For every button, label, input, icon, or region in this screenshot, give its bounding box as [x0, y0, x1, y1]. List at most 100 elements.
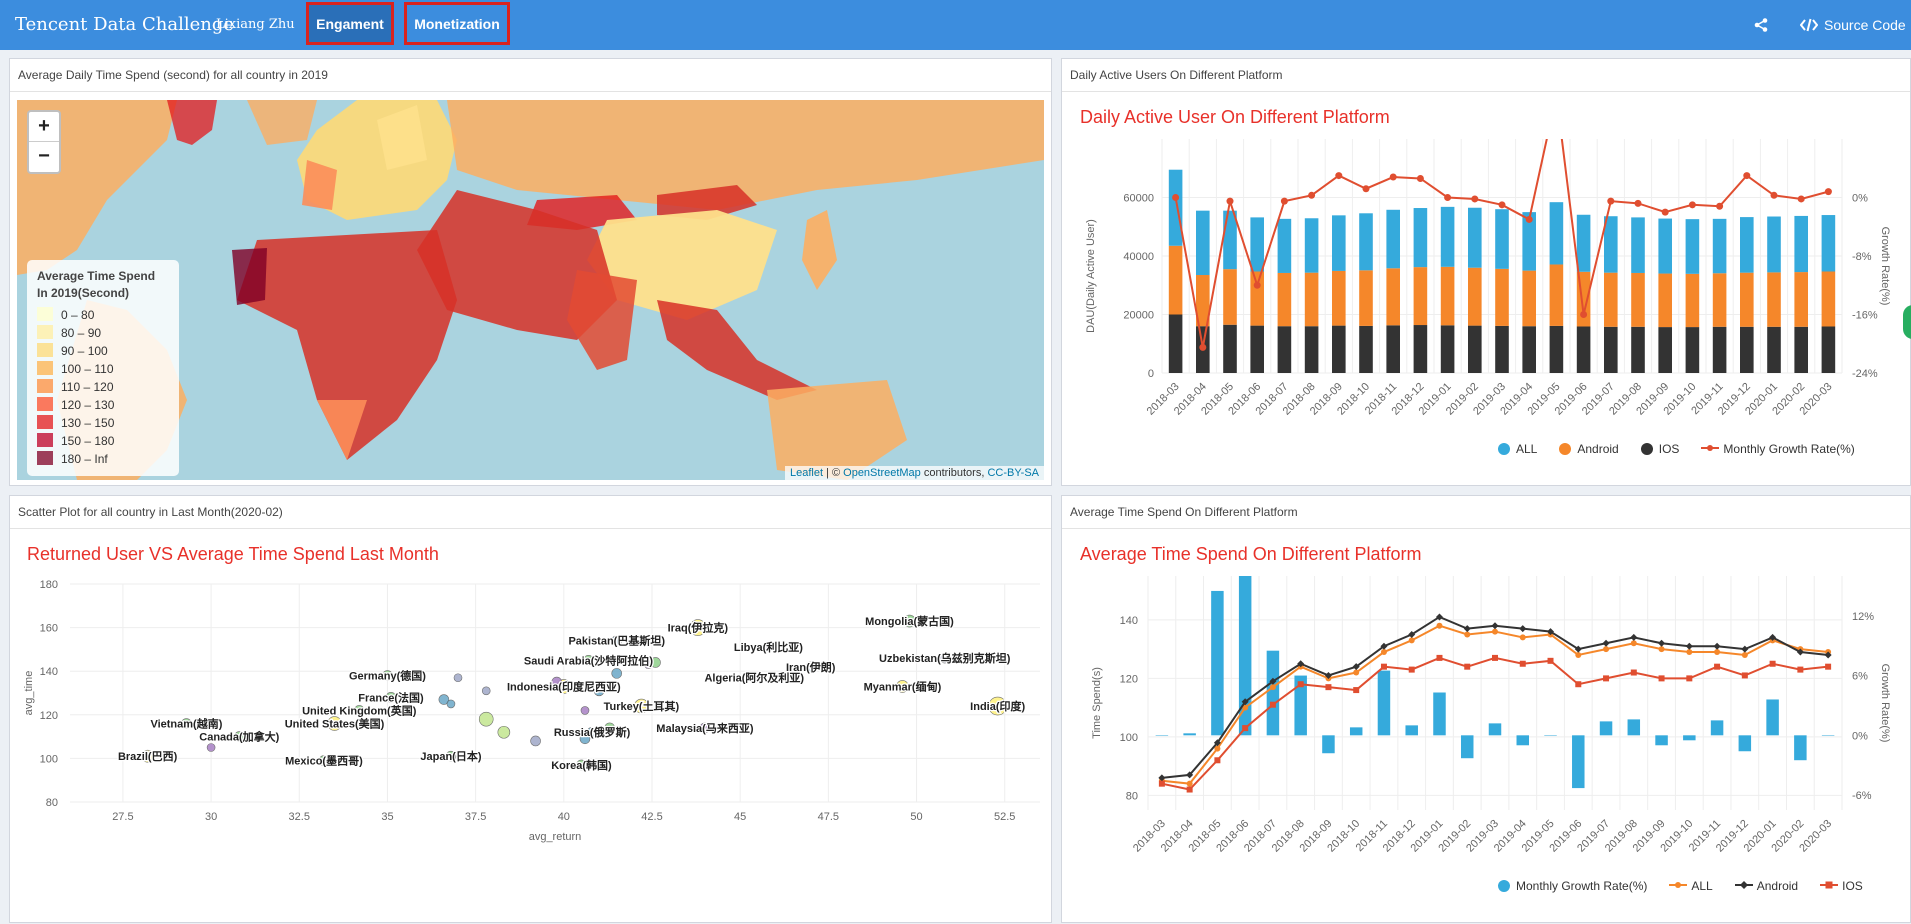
point-all: [1214, 745, 1221, 752]
scatter-point: [903, 614, 916, 628]
legend-swatch: [37, 307, 53, 321]
point-label: Iraq(伊拉克): [668, 621, 729, 635]
y2-tick-label: 12%: [1852, 611, 1874, 623]
scatter-point: [530, 735, 541, 747]
y-tick-label: 120: [1120, 673, 1138, 685]
point-label: Russia(俄罗斯): [554, 725, 631, 739]
x-tick-label: 40: [558, 811, 570, 823]
legend-time-android[interactable]: Android: [1734, 879, 1798, 893]
bar-ios: [1468, 325, 1482, 373]
share-button[interactable]: [1754, 0, 1768, 50]
x-tick-label: 35: [381, 811, 393, 823]
point-label: Pakistan(巴基斯坦): [568, 634, 665, 648]
scatter-point: [611, 668, 623, 679]
osm-link[interactable]: OpenStreetMap: [843, 467, 921, 479]
bar-ios: [1821, 326, 1836, 373]
scatter-point: [604, 722, 615, 734]
bar-android: [1740, 272, 1754, 327]
scatter-point: [896, 680, 909, 693]
leaflet-link[interactable]: Leaflet: [789, 467, 823, 479]
bar-ios: [1413, 325, 1428, 373]
map-zoom-control: + −: [27, 110, 61, 174]
point-android: [1547, 628, 1555, 636]
source-code-label: Source Code: [1824, 17, 1906, 33]
x-tick-label: 27.5: [112, 811, 133, 823]
license-link[interactable]: CC-BY-SA: [987, 467, 1039, 479]
growth-bar: [1821, 735, 1835, 736]
tab-engament[interactable]: Engament: [306, 2, 394, 45]
legend-all[interactable]: ALL: [1498, 442, 1537, 456]
scatter-point: [748, 672, 760, 684]
legend-swatch: [37, 415, 53, 429]
growth-bar: [1794, 735, 1807, 761]
growth-rate-point: [1688, 201, 1696, 209]
bar-android: [1332, 270, 1346, 326]
time-panel-header: Average Time Spend On Different Platform: [1062, 496, 1910, 529]
bar-all: [1522, 212, 1536, 271]
bar-ios: [1359, 325, 1373, 373]
tab-monetization[interactable]: Monetization: [404, 2, 510, 45]
scatter-point: [206, 743, 216, 752]
bar-android: [1685, 273, 1700, 328]
point-ios: [1408, 666, 1415, 673]
bar-ios: [1277, 326, 1292, 373]
bar-all: [1794, 215, 1808, 273]
growth-rate-point: [1389, 173, 1397, 181]
map-legend-item: 130 – 150: [37, 414, 169, 432]
point-label: Korea(韩国): [551, 758, 612, 772]
code-icon: [1799, 18, 1819, 32]
y-axis-label: Time Spend(s): [1091, 667, 1103, 739]
point-ios: [1825, 663, 1832, 670]
point-label: Algeria(阿尔及利亚): [704, 671, 804, 685]
legend-monthly-growth[interactable]: Monthly Growth Rate(%): [1498, 879, 1647, 893]
dau-panel: Daily Active Users On Different Platform…: [1061, 58, 1911, 486]
map-legend-item: 80 – 90: [37, 324, 169, 342]
bar-android: [1223, 269, 1237, 325]
source-code-button[interactable]: Source Code: [1799, 0, 1906, 50]
scatter-point: [611, 635, 623, 646]
legend-label: 110 – 120: [61, 380, 114, 394]
zoom-out-button[interactable]: −: [38, 145, 50, 167]
side-toggle-button[interactable]: [1903, 305, 1911, 339]
dau-chart: 0 20000 40000 60000 -24% -16% -8% 0% DAU(Daily A…: [1085, 139, 1891, 418]
scatter-point: [181, 718, 192, 729]
x-tick-label: 37.5: [465, 811, 486, 823]
legend-time-all[interactable]: ALL: [1669, 879, 1713, 893]
map-legend-item: 120 – 130: [37, 396, 169, 414]
point-label: Mongolia(蒙古国): [865, 614, 954, 628]
bar-android: [1196, 275, 1210, 327]
point-label: United States(美国): [285, 717, 385, 731]
zoom-in-button[interactable]: +: [29, 112, 59, 142]
choropleth-map[interactable]: + − Average Time Spend In 2019(Second) 0…: [17, 100, 1044, 480]
attribution-sep: | ©: [823, 467, 844, 479]
growth-rate-point: [1498, 201, 1506, 209]
scatter-point: [988, 696, 1007, 716]
point-label: Mexico(墨西哥): [285, 755, 363, 768]
legend-time-ios[interactable]: IOS: [1820, 879, 1863, 893]
user-name: Lixiang Zhu: [216, 17, 295, 32]
point-ios: [1797, 666, 1804, 673]
legend-ios[interactable]: IOS: [1640, 442, 1679, 456]
growth-rate-point: [1308, 191, 1316, 199]
scatter-panel: Scatter Plot for all country in Last Mon…: [9, 495, 1052, 923]
share-icon: [1754, 18, 1768, 32]
bar-all: [1277, 218, 1292, 273]
map-legend-item: 150 – 180: [37, 432, 169, 450]
growth-bar: [1544, 735, 1557, 736]
bar-android: [1495, 268, 1509, 326]
point-label: United Kingdom(英国): [302, 703, 417, 717]
legend-growth-rate[interactable]: Monthly Growth Rate(%): [1701, 442, 1855, 456]
growth-bar: [1377, 670, 1391, 736]
scatter-point: [327, 716, 342, 731]
growth-bar: [1349, 727, 1363, 736]
growth-rate-point: [1444, 194, 1452, 201]
growth-bar: [1488, 723, 1502, 736]
scatter-chart-title: Returned User VS Average Time Spend Last…: [27, 544, 439, 564]
point-ios: [1658, 675, 1665, 682]
bar-android: [1821, 271, 1836, 327]
y-tick-label: 140: [1120, 615, 1138, 627]
legend-android[interactable]: Android: [1559, 442, 1619, 456]
y2-tick-label: 6%: [1852, 671, 1868, 683]
growth-rate-point: [1634, 199, 1642, 207]
bar-ios: [1685, 327, 1700, 373]
